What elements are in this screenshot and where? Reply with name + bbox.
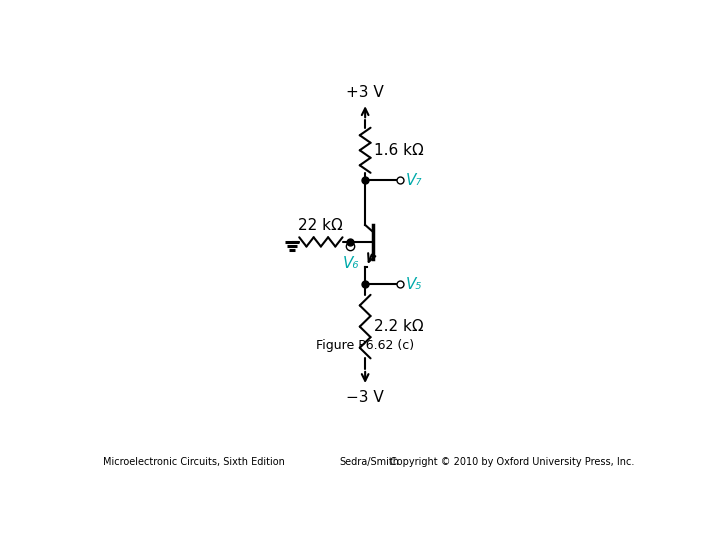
Text: V₇: V₇ [406,173,423,188]
Text: Microelectronic Circuits, Sixth Edition: Microelectronic Circuits, Sixth Edition [104,457,285,467]
Text: 22 kΩ: 22 kΩ [299,218,343,233]
Text: 2.2 kΩ: 2.2 kΩ [374,319,424,334]
Text: Copyright © 2010 by Oxford University Press, Inc.: Copyright © 2010 by Oxford University Pr… [390,457,634,467]
Text: 1.6 kΩ: 1.6 kΩ [374,143,424,158]
Text: Sedra/Smith: Sedra/Smith [339,457,399,467]
Text: −3 V: −3 V [346,390,384,405]
Text: V₆: V₆ [343,256,359,271]
Text: +3 V: +3 V [346,85,384,100]
Text: V₅: V₅ [406,276,423,292]
Text: Figure P6.62 (c): Figure P6.62 (c) [316,339,414,353]
